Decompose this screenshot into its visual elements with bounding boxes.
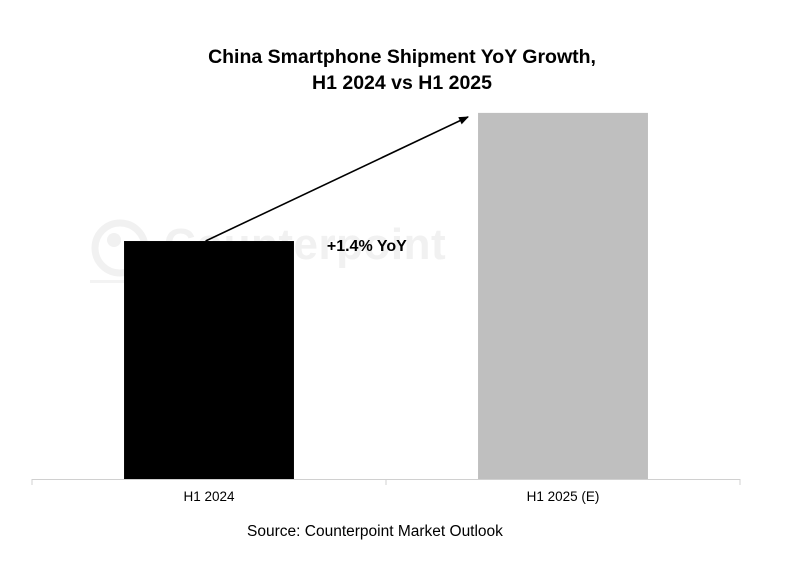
bars-group bbox=[124, 112, 648, 479]
growth-annotation: +1.4% YoY bbox=[327, 238, 407, 255]
chart-title-line-2: H1 2024 vs H1 2025 bbox=[312, 72, 492, 94]
x-axis-ticks bbox=[31, 479, 741, 485]
bar-h1-2024 bbox=[124, 241, 294, 479]
chart-title-line-1: China Smartphone Shipment YoY Growth, bbox=[208, 46, 596, 68]
x-axis-labels: H1 2024 H1 2025 (E) bbox=[183, 489, 599, 504]
x-tick-label: H1 2025 (E) bbox=[527, 489, 600, 504]
bar-h1-2025-e bbox=[478, 112, 648, 479]
growth-arrow bbox=[205, 116, 469, 242]
x-tick-label: H1 2024 bbox=[183, 489, 235, 504]
counterpoint-watermark: Counterpoint bbox=[88, 216, 446, 286]
chart-source: Source: Counterpoint Market Outlook bbox=[247, 523, 503, 540]
chart-title: China Smartphone Shipment YoY Growth, H1… bbox=[0, 44, 804, 96]
